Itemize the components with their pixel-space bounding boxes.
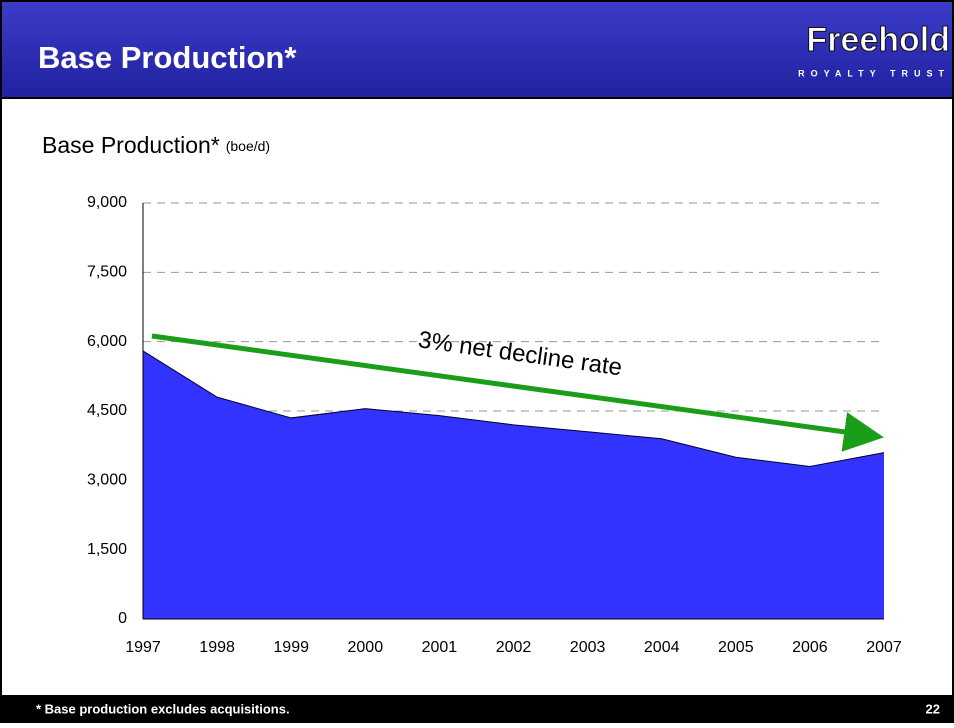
x-tick-label: 2005 bbox=[718, 639, 754, 656]
plot: 0 1,500 3,000 4,500 6,000 7,500 9,000 1997 1998 1… bbox=[87, 194, 902, 656]
x-tick-label: 2002 bbox=[496, 639, 532, 656]
y-tick-label: 6,000 bbox=[87, 333, 127, 350]
footer-bar bbox=[2, 695, 952, 722]
area bbox=[143, 350, 884, 619]
y-tick-label: 7,500 bbox=[87, 264, 127, 281]
x-tick-label: 2001 bbox=[422, 639, 458, 656]
area-outline bbox=[142, 350, 885, 467]
footer-note: * Base production excludes acquisitions. bbox=[36, 701, 290, 716]
trend-arrow bbox=[151, 333, 884, 452]
x-tick-label: 2004 bbox=[644, 639, 680, 656]
y-tick-label: 0 bbox=[118, 610, 127, 627]
logo: Freehold bbox=[806, 21, 950, 59]
x-tick-label: 2007 bbox=[866, 639, 902, 656]
chart-subtitle: (boe/d) bbox=[226, 138, 270, 154]
logo-subtitle: ROYALTY TRUST bbox=[798, 68, 950, 78]
y-tick-label: 9,000 bbox=[87, 194, 127, 211]
x-tick-label: 2000 bbox=[348, 639, 384, 656]
page-number: 22 bbox=[926, 701, 940, 716]
x-tick-label: 1998 bbox=[199, 639, 235, 656]
header-bar bbox=[2, 2, 952, 98]
y-tick-label: 1,500 bbox=[87, 541, 127, 558]
x-tick-label: 2006 bbox=[792, 639, 828, 656]
chart-title: Base Production* (boe/d) bbox=[42, 132, 270, 158]
chart-title-main: Base Production* bbox=[42, 132, 220, 158]
x-tick-label: 1999 bbox=[273, 639, 309, 656]
x-tick-label: 1997 bbox=[125, 639, 161, 656]
y-tick-label: 3,000 bbox=[87, 472, 127, 489]
y-tick-label: 4,500 bbox=[87, 402, 127, 419]
header-title: Base Production* bbox=[38, 40, 297, 75]
x-tick-label: 2003 bbox=[570, 639, 606, 656]
